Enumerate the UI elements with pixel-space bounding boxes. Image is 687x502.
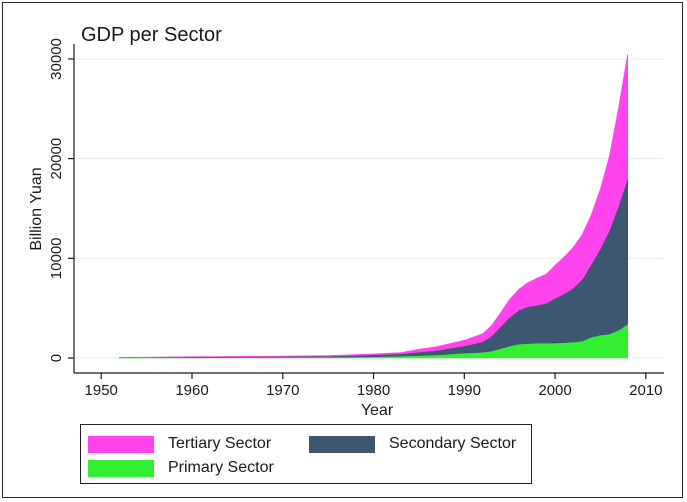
axes: 0 10000 20000 30000 1950 1960 1970 1980 1990 2000…: [48, 38, 664, 399]
legend-entry-tertiary: Tertiary Sector: [88, 434, 318, 454]
x-tick-label-1990: 1990: [448, 382, 481, 399]
area-tertiary-sector: [119, 53, 628, 358]
legend-label-primary: Primary Sector: [168, 459, 274, 476]
x-tick-label-1970: 1970: [266, 382, 299, 399]
x-tick-label-2000: 2000: [538, 382, 571, 399]
y-tick-label-30000: 30000: [48, 38, 65, 80]
x-tick-label-2010: 2010: [629, 382, 662, 399]
x-axis-label: Year: [361, 402, 394, 419]
legend-swatch-secondary: [309, 436, 375, 453]
legend: Tertiary Sector Secondary Sector Primary…: [80, 424, 532, 484]
stacked-areas: [119, 53, 628, 359]
y-tick-label-20000: 20000: [48, 138, 65, 180]
legend-swatch-primary: [88, 460, 154, 477]
chart-title: GDP per Sector: [81, 24, 222, 46]
y-tick-label-10000: 10000: [48, 237, 65, 279]
x-tick-label-1980: 1980: [357, 382, 390, 399]
figure-border: [2, 2, 683, 498]
x-tick-label-1960: 1960: [175, 382, 208, 399]
legend-label-tertiary: Tertiary Sector: [168, 435, 272, 452]
legend-label-secondary: Secondary Sector: [389, 435, 517, 452]
y-tick-label-0: 0: [48, 354, 65, 362]
legend-swatch-tertiary: [88, 436, 154, 453]
x-tick-label-1950: 1950: [85, 382, 118, 399]
legend-entry-secondary: Secondary Sector: [309, 434, 529, 454]
y-axis-label: Billion Yuan: [28, 167, 45, 250]
legend-entry-primary: Primary Sector: [88, 458, 318, 478]
